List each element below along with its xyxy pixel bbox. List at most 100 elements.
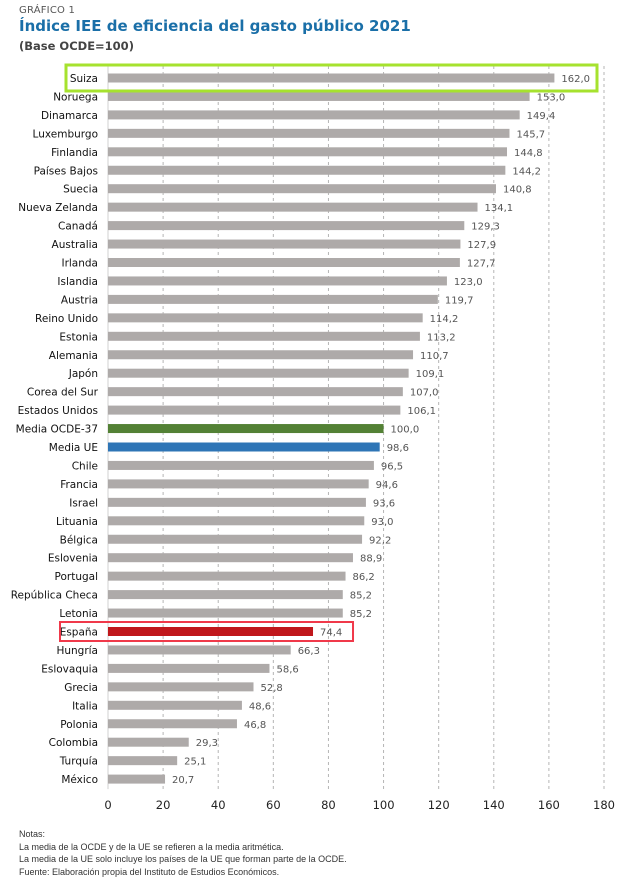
data-label: 127,9 [467, 240, 496, 251]
x-tick-label: 120 [428, 798, 450, 812]
bar [108, 516, 365, 526]
category-label: México [61, 774, 98, 786]
bar [108, 608, 343, 618]
bar [108, 756, 178, 766]
bar [108, 737, 189, 747]
category-label: Estonia [59, 331, 98, 343]
category-label: Dinamarca [41, 110, 98, 122]
note-line: Fuente: Elaboración propia del Instituto… [19, 866, 280, 877]
category-label: Islandia [57, 276, 98, 288]
data-label: 85,2 [350, 609, 372, 620]
bar [108, 350, 414, 360]
data-label: 113,2 [427, 332, 456, 343]
x-tick-label: 160 [538, 798, 560, 812]
category-label: Francia [60, 479, 98, 491]
x-tick-label: 60 [266, 798, 281, 812]
bar [108, 128, 510, 138]
category-label: Eslovaquia [41, 663, 98, 675]
category-label: Noruega [53, 91, 98, 103]
x-tick-label: 100 [373, 798, 395, 812]
category-label: Eslovenia [48, 553, 98, 565]
data-label: 123,0 [454, 277, 483, 288]
data-label: 140,8 [503, 185, 532, 196]
data-label: 109,1 [416, 369, 445, 380]
bar [108, 534, 363, 544]
bar [108, 479, 369, 489]
data-label: 106,1 [407, 406, 436, 417]
bar-chart: 0 20 40 60 80 100 120 140 160 180 Suiza 162,0 Norueg… [11, 63, 615, 812]
data-label: 93,0 [371, 517, 393, 528]
category-label: Bélgica [60, 534, 98, 546]
data-label: 119,7 [445, 295, 474, 306]
bar [108, 663, 270, 673]
category-label: Suecia [63, 184, 98, 196]
category-label: Suiza [70, 73, 98, 85]
data-label: 52,8 [260, 683, 282, 694]
highlight-box-espana [59, 621, 355, 642]
category-label: Hungría [56, 645, 98, 657]
bar [108, 682, 254, 692]
category-label: Media UE [49, 442, 98, 454]
note-line: La media de la UE solo incluye los paíse… [19, 854, 347, 864]
bar [108, 774, 166, 784]
category-label: Italia [72, 700, 98, 712]
data-label: 96,5 [381, 461, 403, 472]
bar [108, 424, 384, 434]
data-label: 25,1 [184, 757, 206, 768]
x-tick-label: 140 [483, 798, 505, 812]
x-tick-label: 0 [104, 798, 111, 812]
bar [108, 387, 403, 397]
bar [108, 202, 478, 212]
bar [108, 627, 314, 636]
category-label: Polonia [60, 719, 98, 731]
bar [108, 258, 460, 267]
category-label: Chile [72, 460, 98, 472]
bar [108, 571, 346, 581]
category-label: Reino Unido [35, 313, 98, 325]
bar [108, 165, 506, 175]
data-label: 88,9 [360, 554, 382, 565]
data-label: 94,6 [376, 480, 398, 491]
data-label: 129,3 [471, 222, 500, 233]
data-label: 92,2 [369, 535, 391, 546]
data-label: 134,1 [485, 203, 514, 214]
bar [108, 147, 508, 157]
data-label: 149,4 [527, 111, 556, 122]
bar [108, 110, 520, 120]
data-label: 29,3 [196, 738, 218, 749]
data-label: 86,2 [353, 572, 375, 583]
category-label: Colombia [49, 737, 98, 749]
bar [108, 719, 237, 729]
category-label: Corea del Sur [27, 387, 99, 399]
chart-subtitle: (Base OCDE=100) [19, 39, 134, 53]
category-label: Lituania [56, 516, 98, 528]
category-label: Turquía [59, 756, 98, 768]
bar [108, 91, 530, 101]
bar [108, 645, 291, 655]
data-label: 162,0 [561, 74, 590, 85]
category-label: Israel [69, 497, 98, 509]
bar [108, 239, 461, 249]
category-label: Letonia [59, 608, 98, 620]
data-label: 48,6 [249, 701, 271, 712]
notes-heading: Notas: [19, 829, 46, 839]
data-label: 144,2 [512, 166, 541, 177]
note-line: La media de la OCDE y de la UE se refier… [19, 841, 284, 852]
category-label: España [60, 627, 98, 639]
bar [108, 221, 465, 231]
category-label: Alemania [49, 350, 98, 362]
chart-title: Índice IEE de eficiencia del gasto públi… [19, 17, 411, 35]
category-label: Nueva Zelanda [18, 202, 98, 214]
bar [108, 184, 496, 194]
category-label: Media OCDE-37 [16, 424, 98, 436]
data-label: 93,6 [373, 498, 395, 509]
bar [108, 368, 409, 378]
x-tick-label: 180 [593, 798, 615, 812]
bar [108, 276, 447, 286]
x-tick-label: 20 [156, 798, 171, 812]
category-label: Portugal [55, 571, 99, 583]
bar [108, 590, 343, 600]
category-label: Australia [52, 239, 98, 251]
data-label: 107,0 [410, 388, 439, 399]
bar [108, 442, 380, 452]
